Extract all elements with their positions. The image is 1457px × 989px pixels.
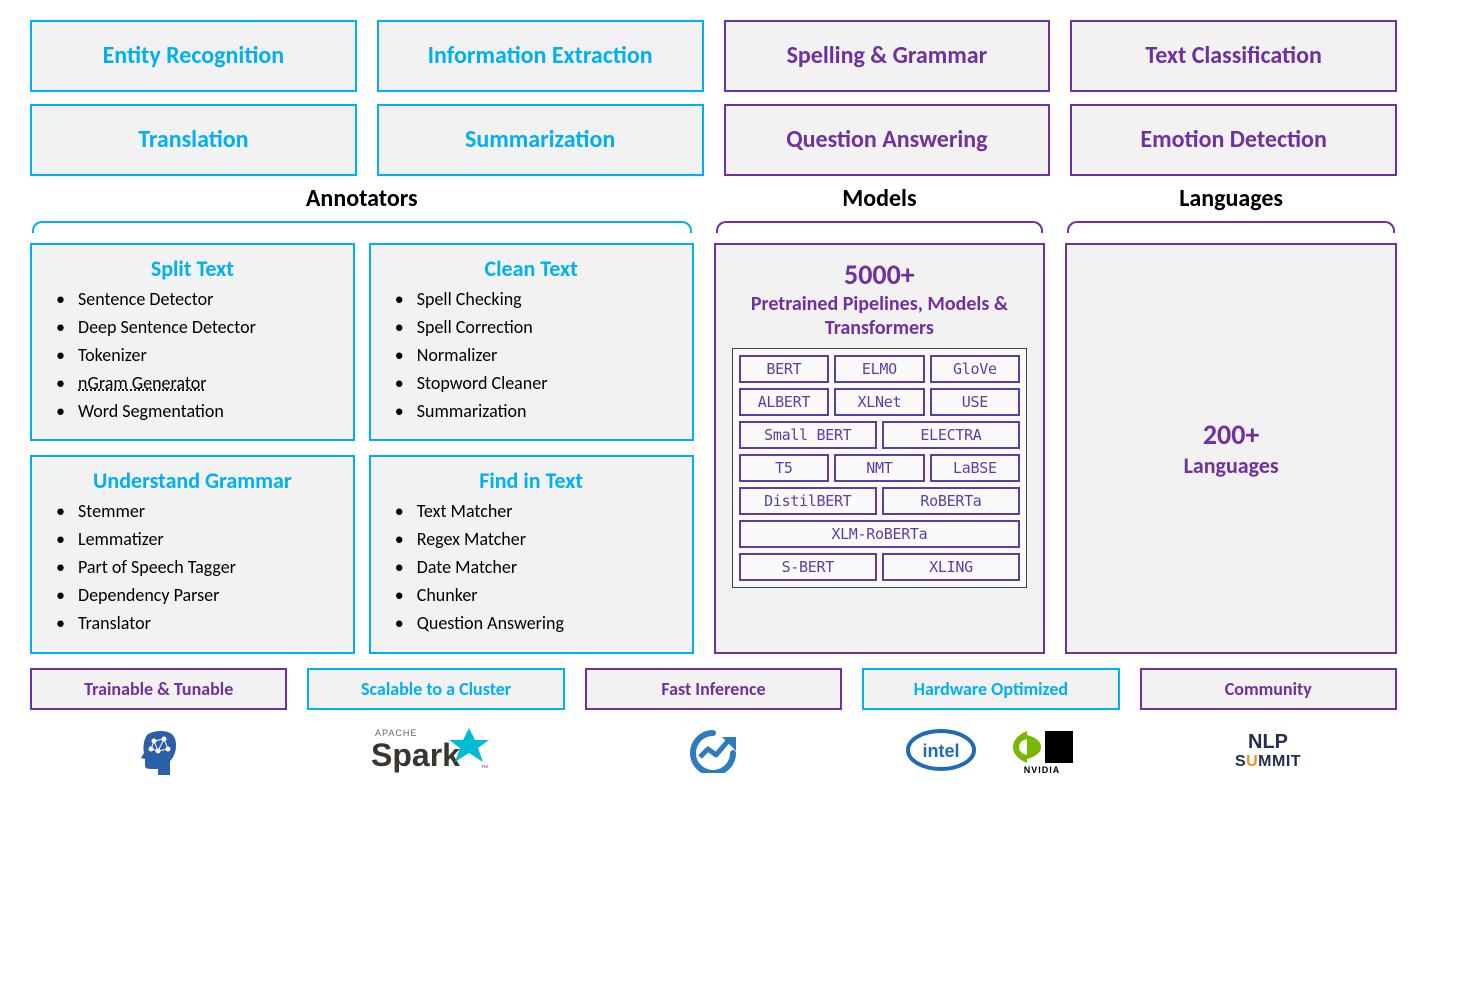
section-headers: Annotators Models Languages bbox=[30, 184, 1397, 215]
logo-fast bbox=[585, 720, 842, 780]
box-understand-grammar: Understand Grammar Stemmer Lemmatizer Pa… bbox=[30, 455, 355, 653]
card-summarization: Summarization bbox=[377, 104, 704, 176]
card-entity-recognition: Entity Recognition bbox=[30, 20, 357, 92]
tag: S-BERT bbox=[739, 553, 877, 581]
title-find-in-text: Find in Text bbox=[387, 467, 676, 494]
bracket-languages bbox=[1065, 215, 1397, 233]
list-item: Sentence Detector bbox=[54, 286, 337, 314]
tag: USE bbox=[930, 388, 1020, 416]
annotator-grid: Split Text Sentence Detector Deep Senten… bbox=[30, 243, 694, 654]
svg-text:intel: intel bbox=[922, 741, 959, 761]
card-hardware-optimized: Hardware Optimized bbox=[862, 668, 1119, 710]
logo-community: NLP SUMMIT bbox=[1140, 720, 1397, 780]
nlp-summit-logo: NLP SUMMIT bbox=[1223, 726, 1313, 774]
languages-subtitle: Languages bbox=[1184, 452, 1279, 479]
models-box: 5000+ Pretrained Pipelines, Models & Tra… bbox=[714, 243, 1046, 654]
svg-text:NLP: NLP bbox=[1248, 731, 1288, 753]
svg-text:Spark: Spark bbox=[371, 737, 460, 773]
brackets bbox=[30, 215, 1397, 233]
tag: DistilBERT bbox=[739, 487, 877, 515]
list-item: Translator bbox=[54, 610, 337, 638]
title-clean-text: Clean Text bbox=[387, 255, 676, 282]
models-subtitle: Pretrained Pipelines, Models & Transform… bbox=[726, 292, 1034, 340]
tag: Small BERT bbox=[739, 421, 877, 449]
card-community: Community bbox=[1140, 668, 1397, 710]
card-translation: Translation bbox=[30, 104, 357, 176]
card-trainable: Trainable & Tunable bbox=[30, 668, 287, 710]
logos-row: APACHE Spark ™ intel NVIDIA NLP SUMMIT bbox=[30, 720, 1397, 780]
box-clean-text: Clean Text Spell Checking Spell Correcti… bbox=[369, 243, 694, 441]
title-split-text: Split Text bbox=[48, 255, 337, 282]
tag: NMT bbox=[834, 454, 924, 482]
box-find-in-text: Find in Text Text Matcher Regex Matcher … bbox=[369, 455, 694, 653]
card-text-classification: Text Classification bbox=[1070, 20, 1397, 92]
tag: XLNet bbox=[834, 388, 924, 416]
bracket-annotators bbox=[30, 215, 694, 233]
list-item: Word Segmentation bbox=[54, 398, 337, 426]
list-item: Tokenizer bbox=[54, 342, 337, 370]
list-item: Part of Speech Tagger bbox=[54, 554, 337, 582]
list-item: Spell Correction bbox=[393, 314, 676, 342]
logo-trainable bbox=[30, 720, 287, 780]
top-task-cards: Entity Recognition Information Extractio… bbox=[30, 20, 1397, 176]
tag: ELMO bbox=[834, 355, 924, 383]
bottom-feature-cards: Trainable & Tunable Scalable to a Cluste… bbox=[30, 668, 1397, 710]
list-item: Normalizer bbox=[393, 342, 676, 370]
list-split-text: Sentence Detector Deep Sentence Detector… bbox=[48, 286, 337, 425]
card-scalable: Scalable to a Cluster bbox=[307, 668, 564, 710]
tag: ALBERT bbox=[739, 388, 829, 416]
header-annotators: Annotators bbox=[30, 184, 694, 215]
mid-content: Split Text Sentence Detector Deep Senten… bbox=[30, 243, 1397, 654]
list-item: Text Matcher bbox=[393, 498, 676, 526]
tag: XLING bbox=[882, 553, 1020, 581]
list-understand-grammar: Stemmer Lemmatizer Part of Speech Tagger… bbox=[48, 498, 337, 637]
models-count: 5000+ bbox=[844, 257, 915, 292]
svg-text:SUMMIT: SUMMIT bbox=[1235, 753, 1301, 770]
card-information-extraction: Information Extraction bbox=[377, 20, 704, 92]
tag: T5 bbox=[739, 454, 829, 482]
chart-arrow-icon bbox=[686, 727, 740, 773]
list-item: Summarization bbox=[393, 398, 676, 426]
card-question-answering: Question Answering bbox=[724, 104, 1051, 176]
header-languages: Languages bbox=[1065, 184, 1397, 215]
list-item: nGram Generator bbox=[54, 370, 337, 398]
tag: XLM-RoBERTa bbox=[739, 520, 1020, 548]
box-split-text: Split Text Sentence Detector Deep Senten… bbox=[30, 243, 355, 441]
card-emotion-detection: Emotion Detection bbox=[1070, 104, 1397, 176]
list-clean-text: Spell Checking Spell Correction Normaliz… bbox=[387, 286, 676, 425]
logo-spark: APACHE Spark ™ bbox=[307, 720, 564, 780]
header-models: Models bbox=[714, 184, 1046, 215]
list-item: Stopword Cleaner bbox=[393, 370, 676, 398]
list-item: Regex Matcher bbox=[393, 526, 676, 554]
tag: GloVe bbox=[930, 355, 1020, 383]
svg-text:™: ™ bbox=[481, 762, 488, 775]
list-item: Stemmer bbox=[54, 498, 337, 526]
brain-head-icon bbox=[134, 725, 184, 775]
list-item: Lemmatizer bbox=[54, 526, 337, 554]
title-understand-grammar: Understand Grammar bbox=[48, 467, 337, 494]
languages-box: 200+ Languages bbox=[1065, 243, 1397, 654]
svg-text:NVIDIA: NVIDIA bbox=[1024, 765, 1061, 775]
list-item: Question Answering bbox=[393, 610, 676, 638]
tag: LaBSE bbox=[930, 454, 1020, 482]
list-item: Chunker bbox=[393, 582, 676, 610]
tag: RoBERTa bbox=[882, 487, 1020, 515]
model-tags-container: BERTELMOGloVe ALBERTXLNetUSE Small BERTE… bbox=[732, 348, 1027, 588]
bracket-models bbox=[714, 215, 1046, 233]
list-item: Spell Checking bbox=[393, 286, 676, 314]
list-item: Deep Sentence Detector bbox=[54, 314, 337, 342]
list-item: Dependency Parser bbox=[54, 582, 337, 610]
apache-spark-logo: APACHE Spark ™ bbox=[371, 722, 501, 778]
card-fast-inference: Fast Inference bbox=[585, 668, 842, 710]
nvidia-logo: NVIDIA bbox=[1007, 725, 1077, 775]
intel-logo: intel bbox=[905, 728, 977, 772]
list-item: Date Matcher bbox=[393, 554, 676, 582]
languages-count: 200+ bbox=[1203, 417, 1260, 452]
logo-hardware: intel NVIDIA bbox=[862, 720, 1119, 780]
tag: ELECTRA bbox=[882, 421, 1020, 449]
list-find-in-text: Text Matcher Regex Matcher Date Matcher … bbox=[387, 498, 676, 637]
tag: BERT bbox=[739, 355, 829, 383]
card-spelling-grammar: Spelling & Grammar bbox=[724, 20, 1051, 92]
